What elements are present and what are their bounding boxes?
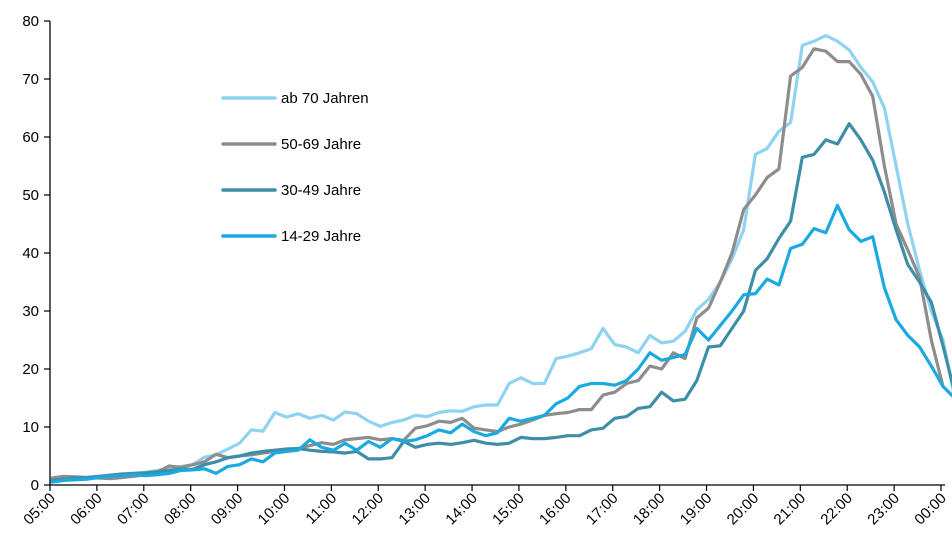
- y-tick-label: 20: [22, 361, 39, 378]
- x-tick-label: 23:00: [864, 490, 903, 529]
- y-tick-label: 60: [22, 129, 39, 146]
- x-tick-label: 22:00: [817, 490, 856, 529]
- legend-label: 50-69 Jahre: [281, 136, 361, 153]
- y-tick-label: 50: [22, 187, 39, 204]
- y-tick-label: 80: [22, 13, 39, 30]
- x-tick-label: 18:00: [630, 490, 669, 529]
- x-tick-label: 11:00: [302, 490, 340, 528]
- series-line-2: [50, 122, 952, 482]
- y-tick-label: 10: [22, 419, 39, 436]
- x-tick-label: 00:00: [911, 490, 950, 529]
- legend-label: 30-49 Jahre: [281, 182, 361, 199]
- x-tick-label: 15:00: [489, 490, 528, 529]
- x-tick-label: 07:00: [114, 490, 153, 529]
- x-tick-label: 08:00: [161, 490, 200, 529]
- x-tick-label: 17:00: [583, 490, 622, 529]
- x-tick-label: 14:00: [442, 490, 481, 529]
- x-tick-label: 10:00: [255, 490, 294, 529]
- axes: 0 10 20 30 40 50 60 70 80 05:00 06:00 07:00 08:00 09:…: [20, 13, 950, 528]
- x-tick-label: 13:00: [395, 490, 434, 529]
- x-tick-label: 16:00: [536, 490, 575, 529]
- y-tick-label: 30: [22, 303, 39, 320]
- series-lines: [50, 33, 952, 484]
- series-line-1: [50, 47, 952, 481]
- x-tick-label: 06:00: [67, 490, 106, 529]
- x-tick-label: 19:00: [677, 490, 716, 529]
- y-tick-label: 0: [31, 477, 39, 494]
- x-tick-label: 21:00: [771, 490, 810, 529]
- x-tick-label: 20:00: [724, 490, 763, 529]
- legend-label: 14-29 Jahre: [281, 228, 361, 245]
- legend: ab 70 Jahren 50-69 Jahre 30-49 Jahre 14-29 …: [221, 90, 369, 245]
- series-line-0: [50, 33, 952, 481]
- y-tick-label: 70: [22, 71, 39, 88]
- x-tick-label: 09:00: [208, 490, 247, 529]
- legend-label: ab 70 Jahren: [281, 90, 369, 107]
- series-line-3: [50, 203, 952, 484]
- y-tick-label: 40: [22, 245, 39, 262]
- x-tick-label: 05:00: [20, 490, 59, 529]
- x-tick-label: 12:00: [349, 490, 388, 529]
